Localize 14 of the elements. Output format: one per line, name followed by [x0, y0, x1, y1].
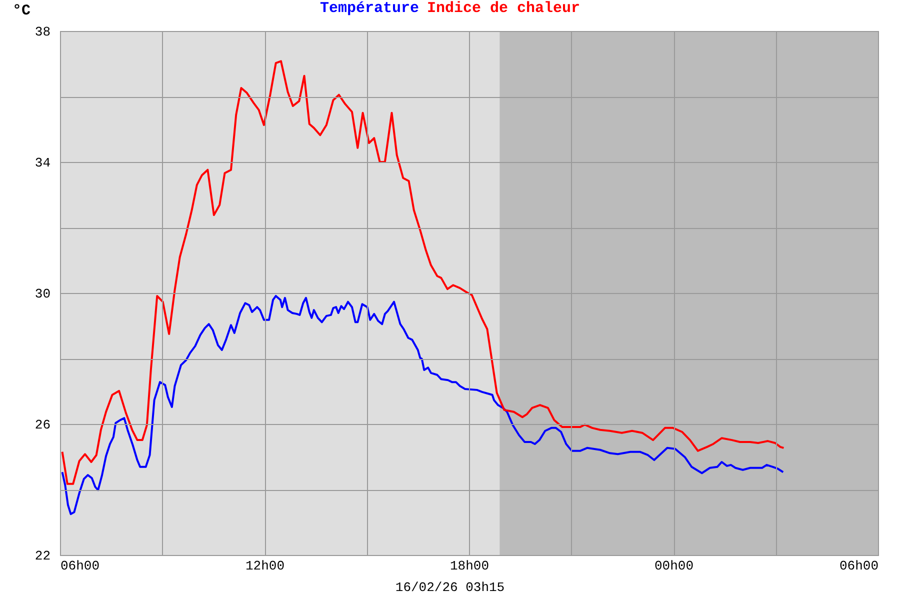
- y-tick-label: 22: [34, 548, 50, 564]
- y-tick-label: 34: [34, 156, 51, 170]
- x-tick-label: 06h00: [839, 558, 878, 574]
- y-tick-label: 30: [34, 286, 50, 302]
- y-tick-label: 38: [34, 24, 50, 40]
- text: Indice de chaleur: [427, 0, 580, 17]
- x-tick-label: 12h00: [245, 558, 285, 574]
- text: 16/02/26 03h15: [394, 580, 506, 595]
- x-tick-label: 06h00: [60, 558, 100, 574]
- text: Température: [320, 0, 419, 17]
- x-tick-label: 18h00: [450, 558, 490, 574]
- y-axis-title: °C: [12, 2, 31, 20]
- y-tick-label: 26: [34, 418, 50, 432]
- x-tick-label: 00h00: [654, 558, 694, 574]
